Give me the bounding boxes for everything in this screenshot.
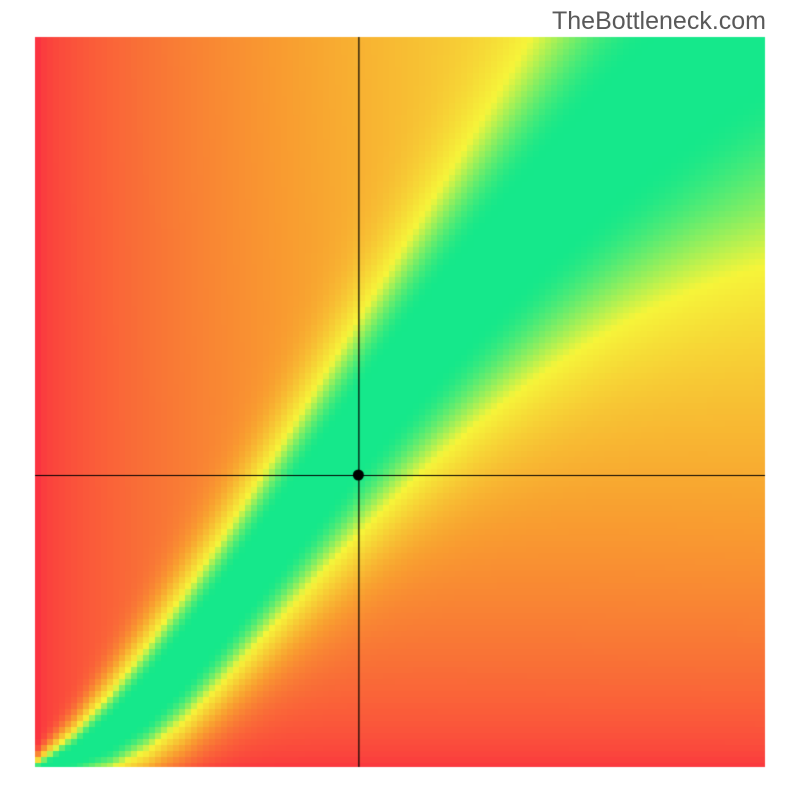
watermark-text: TheBottleneck.com xyxy=(552,7,766,36)
bottleneck-heatmap xyxy=(0,0,800,800)
